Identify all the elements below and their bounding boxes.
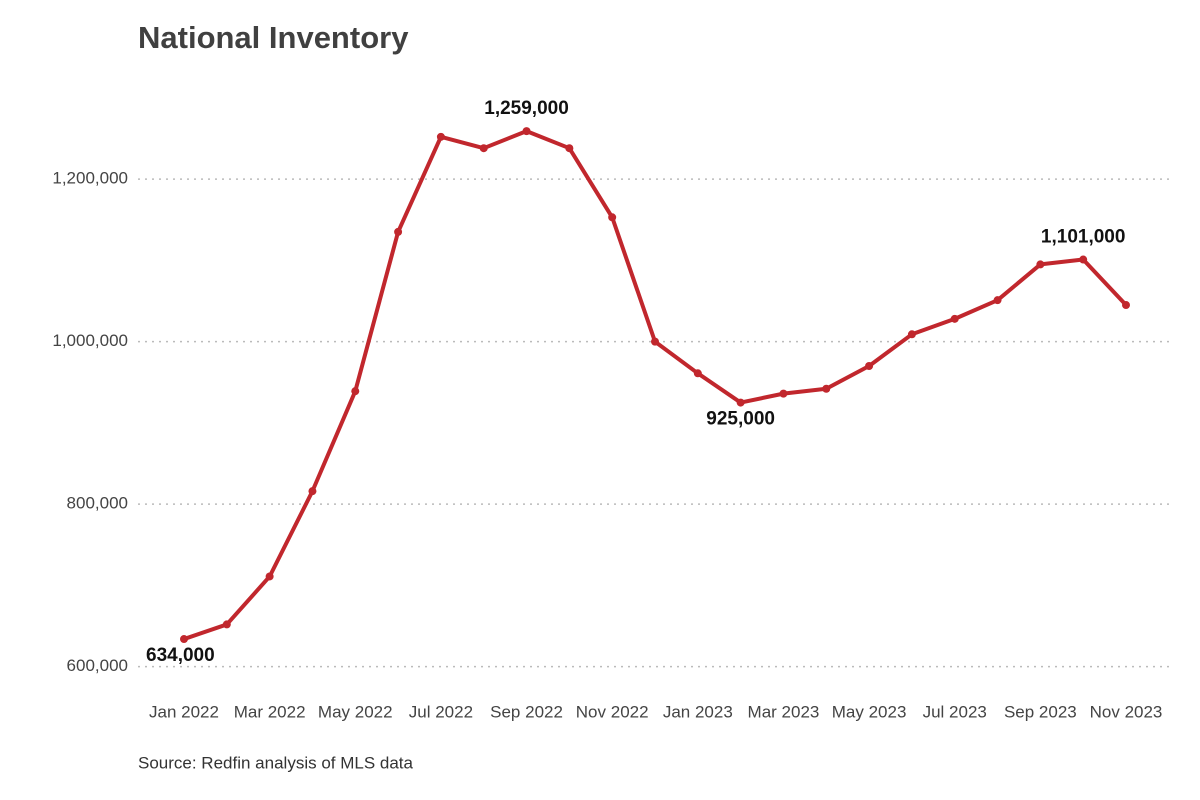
data-point bbox=[436, 132, 445, 141]
data-point bbox=[1036, 260, 1045, 269]
data-point bbox=[907, 330, 916, 339]
y-tick-label: 1,000,000 bbox=[52, 331, 128, 350]
x-tick-label: Jul 2022 bbox=[409, 702, 473, 721]
x-tick-label: Mar 2023 bbox=[748, 702, 820, 721]
data-point bbox=[736, 398, 745, 407]
data-point bbox=[865, 361, 874, 370]
x-tick-label: May 2023 bbox=[832, 702, 907, 721]
data-line bbox=[183, 129, 1128, 641]
data-point bbox=[822, 384, 831, 393]
data-point bbox=[180, 635, 188, 644]
source-note: Source: Redfin analysis of MLS data bbox=[138, 753, 414, 772]
value-label: 634,000 bbox=[146, 645, 215, 666]
data-point bbox=[351, 387, 360, 396]
data-point bbox=[522, 127, 531, 136]
data-point bbox=[394, 227, 403, 236]
y-tick-label: 1,200,000 bbox=[52, 169, 128, 188]
data-point bbox=[222, 620, 231, 629]
data-point bbox=[608, 213, 617, 222]
data-point bbox=[265, 572, 274, 581]
x-tick-label: May 2022 bbox=[318, 702, 393, 721]
data-point bbox=[779, 389, 788, 398]
x-tick-label: Jan 2023 bbox=[663, 702, 733, 721]
data-point bbox=[950, 314, 959, 323]
x-tick-label: Nov 2022 bbox=[576, 702, 649, 721]
x-tick-label: Nov 2023 bbox=[1090, 702, 1163, 721]
data-point bbox=[565, 144, 574, 153]
data-point bbox=[1122, 301, 1130, 310]
x-tick-label: Jan 2022 bbox=[149, 702, 219, 721]
data-point bbox=[651, 337, 659, 346]
value-label: 1,259,000 bbox=[484, 98, 569, 119]
data-point bbox=[1079, 255, 1088, 264]
x-tick-label: Mar 2022 bbox=[234, 702, 306, 721]
value-label: 925,000 bbox=[706, 409, 775, 430]
data-point bbox=[308, 487, 317, 496]
x-tick-label: Sep 2022 bbox=[490, 702, 563, 721]
data-point bbox=[993, 296, 1002, 305]
data-point bbox=[693, 369, 702, 378]
data-point bbox=[479, 144, 488, 153]
y-tick-label: 800,000 bbox=[67, 494, 128, 513]
chart-title: National Inventory bbox=[138, 20, 409, 55]
value-label: 1,101,000 bbox=[1041, 227, 1126, 248]
x-tick-label: Jul 2023 bbox=[923, 702, 987, 721]
x-tick-label: Sep 2023 bbox=[1004, 702, 1077, 721]
y-tick-label: 600,000 bbox=[67, 656, 128, 675]
